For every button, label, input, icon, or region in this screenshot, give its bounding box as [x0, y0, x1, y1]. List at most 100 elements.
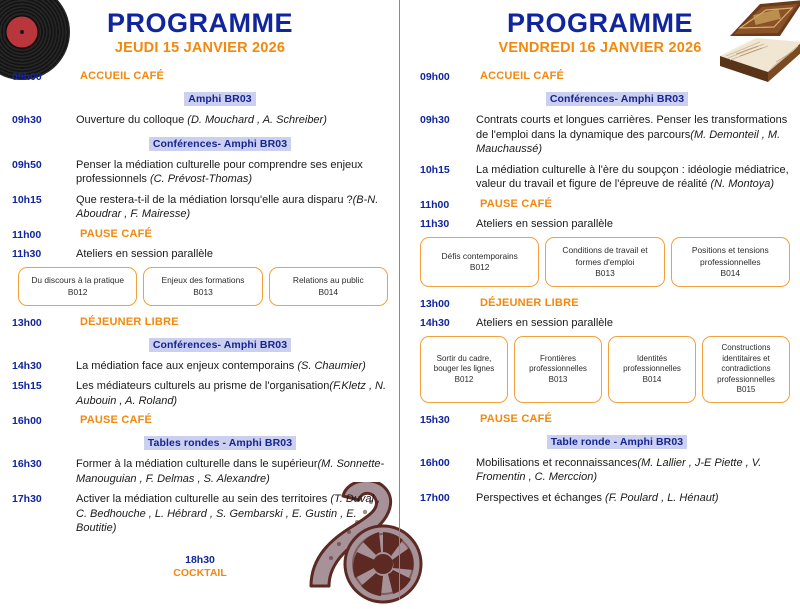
talk-authors: (M. Lallier , J-E Piette , V. Fromentin …	[476, 456, 762, 484]
workshop-room: B013	[548, 374, 568, 384]
schedule-time: 09h30	[420, 114, 450, 127]
schedule-description: Ateliers en session parallèle	[470, 316, 792, 331]
workshop-box: Enjeux des formations B013	[143, 267, 263, 306]
schedule-row: 15h15 Les médiateurs culturels au prisme …	[8, 379, 392, 408]
schedule-description: Ateliers en session parallèle	[70, 247, 392, 262]
venue-tag: Conférences- Amphi BR03	[148, 337, 292, 352]
schedule-time: 11h30	[420, 217, 450, 230]
workshop-box: Relations au public B014	[268, 267, 388, 306]
workshop-title: Sortir du cadre, bouger les lignes	[433, 353, 495, 374]
programme-column-day2: PROGRAMME VENDREDI 16 JANVIER 2026 09h00…	[400, 0, 800, 600]
workshop-title: Conditions de travail et formes d'emploi	[562, 245, 648, 267]
schedule-description: La médiation culturelle à l'ère du soupç…	[470, 163, 792, 192]
schedule-row: 17h00 Perspectives et échanges (F. Poular…	[408, 491, 792, 506]
cocktail-time: 18h30	[185, 553, 215, 566]
workshop-room: B012	[454, 374, 474, 384]
schedule-time: 14h30	[420, 316, 450, 329]
break-label: PAUSE CAFÉ	[80, 227, 153, 240]
talk-title: Mobilisations et reconnaissances	[476, 456, 638, 469]
workshop-room: B013	[595, 267, 615, 278]
section-tag-container: Conférences- Amphi BR03	[8, 335, 392, 353]
schedule-time: 14h30	[12, 359, 42, 372]
schedule-time: 15h15	[12, 380, 42, 393]
talk-title: Activer la médiation culturelle au sein …	[76, 493, 331, 506]
schedule-description: Les médiateurs culturels au prisme de l'…	[70, 379, 392, 408]
schedule-row: 09h00 ACCUEIL CAFÉ	[8, 70, 392, 83]
schedule-row: 10h15 Que restera-t-il de la médiation lo…	[8, 193, 392, 222]
workshop-title: Positions et tensions professionnelles	[691, 245, 769, 267]
workshop-room: B012	[469, 262, 490, 273]
schedule-row: 09h00 ACCUEIL CAFÉ	[408, 70, 792, 83]
workshop-box: Positions et tensions professionnelles B0…	[670, 237, 790, 287]
workshop-title: Du discours à la pratique	[31, 275, 124, 286]
schedule-description: Ateliers en session parallèle	[470, 217, 792, 232]
talk-authors: (C. Prévost-Thomas)	[150, 173, 253, 186]
schedule-time: 09h50	[12, 158, 42, 171]
schedule-description: Mobilisations et reconnaissances(M. Lall…	[470, 456, 792, 485]
column-divider	[399, 0, 400, 600]
talk-title: La médiation face aux enjeux contemporai…	[76, 359, 298, 372]
day1-cocktail: 18h30 COCKTAIL	[8, 554, 392, 579]
day1-date: JEUDI 15 JANVIER 2026	[114, 40, 286, 57]
workshop-box: Du discours à la pratique B012	[18, 267, 138, 306]
schedule-row: 14h30 Ateliers en session parallèle	[408, 316, 792, 331]
workshop-title: Constructions identitaires et contradict…	[717, 343, 775, 384]
schedule-time: 11h00	[12, 228, 42, 241]
schedule-description: Ouverture du colloque (D. Mouchard , A. …	[70, 113, 392, 128]
talk-title: Ateliers en session parallèle	[76, 247, 213, 260]
day2-schedule: 09h00 ACCUEIL CAFÉ Conférences- Amphi BR03…	[408, 70, 792, 505]
schedule-row: 11h00 PAUSE CAFÉ	[408, 198, 792, 211]
workshop-title: Identités professionnelles	[623, 353, 681, 374]
talk-authors: (D. Mouchard , A. Schreiber)	[187, 114, 327, 127]
talk-authors: (M. Demonteil , M. Mauchaussé)	[476, 128, 781, 156]
schedule-time: 16h00	[420, 456, 450, 469]
workshop-box: Sortir du cadre, bouger les lignes B012	[420, 336, 508, 403]
schedule-row: 11h30 Ateliers en session parallèle	[408, 217, 792, 232]
venue-tag: Conférences- Amphi BR03	[148, 136, 292, 151]
day1-title: PROGRAMME	[107, 8, 293, 38]
venue-tag: Tables rondes - Amphi BR03	[143, 436, 297, 451]
schedule-time: 11h00	[420, 198, 450, 211]
workshop-box-group: Défis contemporains B012 Conditions de tra…	[420, 237, 790, 287]
schedule-time: 16h00	[12, 415, 42, 428]
schedule-description: La médiation face aux enjeux contemporai…	[70, 359, 392, 374]
schedule-description: Perspectives et échanges (F. Poulard , L…	[470, 491, 792, 506]
schedule-row: 14h30 La médiation face aux enjeux contem…	[8, 359, 392, 374]
workshop-box: Constructions identitaires et contradict…	[702, 336, 790, 403]
workshop-room: B014	[720, 267, 741, 278]
schedule-row: 09h50 Penser la médiation culturelle pour…	[8, 158, 392, 187]
workshop-title: Frontières professionnelles	[529, 353, 587, 374]
section-tag-container: Conférences- Amphi BR03	[408, 89, 792, 107]
schedule-row: 11h30 Ateliers en session parallèle	[8, 247, 392, 262]
schedule-time: 16h30	[12, 458, 42, 471]
workshop-box: Défis contemporains B012	[420, 237, 540, 287]
workshop-box-group: Sortir du cadre, bouger les lignes B012 Fr…	[420, 336, 790, 403]
schedule-time: 09h30	[12, 114, 42, 127]
section-tag-container: Conférences- Amphi BR03	[8, 134, 392, 152]
day2-header: PROGRAMME VENDREDI 16 JANVIER 2026	[408, 0, 792, 57]
talk-title: Ateliers en session parallèle	[476, 217, 613, 230]
break-label: PAUSE CAFÉ	[480, 412, 553, 425]
schedule-description: Activer la médiation culturelle au sein …	[70, 492, 392, 536]
cocktail-label: COCKTAIL	[173, 566, 227, 579]
schedule-time: 10h15	[12, 193, 42, 206]
day2-date: VENDREDI 16 JANVIER 2026	[498, 40, 702, 57]
schedule-time: 17h30	[12, 493, 42, 506]
talk-authors: (B-N. Aboudrar , F. Mairesse)	[76, 193, 379, 221]
talk-authors: (F. Poulard , L. Hénaut)	[605, 492, 719, 504]
schedule-time: 10h15	[420, 163, 450, 176]
talk-title: La médiation culturelle à l'ère du soupç…	[476, 163, 789, 191]
schedule-description: Former à la médiation culturelle dans le…	[70, 457, 392, 486]
schedule-description: Que restera-t-il de la médiation lorsqu'…	[70, 193, 392, 222]
schedule-time: 15h30	[420, 413, 450, 426]
schedule-row: 16h30 Former à la médiation culturelle da…	[8, 457, 392, 486]
programme-column-day1: PROGRAMME JEUDI 15 JANVIER 2026 09h00 ACC…	[0, 0, 423, 604]
workshop-box: Conditions de travail et formes d'emploi…	[545, 237, 665, 287]
workshop-room: B014	[642, 374, 662, 384]
workshop-box: Identités professionnelles B014	[608, 336, 696, 403]
workshop-title: Défis contemporains	[441, 250, 518, 261]
break-label: PAUSE CAFÉ	[480, 197, 553, 210]
talk-title: Penser la médiation culturelle pour comp…	[76, 158, 363, 186]
schedule-row: 16h00 Mobilisations et reconnaissances(M.…	[408, 456, 792, 485]
talk-title: Contrats courts et longues carrières. Pe…	[476, 114, 788, 141]
